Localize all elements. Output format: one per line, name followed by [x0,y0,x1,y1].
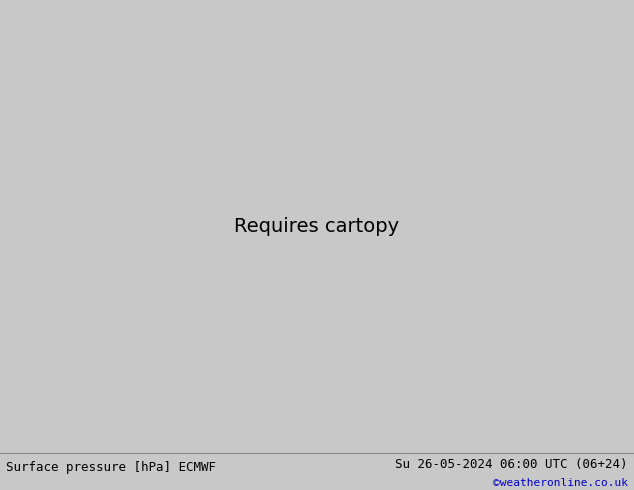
Text: Requires cartopy: Requires cartopy [235,217,399,236]
Text: Su 26-05-2024 06:00 UTC (06+24): Su 26-05-2024 06:00 UTC (06+24) [395,458,628,471]
Text: ©weatheronline.co.uk: ©weatheronline.co.uk [493,478,628,489]
Text: Surface pressure [hPa] ECMWF: Surface pressure [hPa] ECMWF [6,461,216,474]
